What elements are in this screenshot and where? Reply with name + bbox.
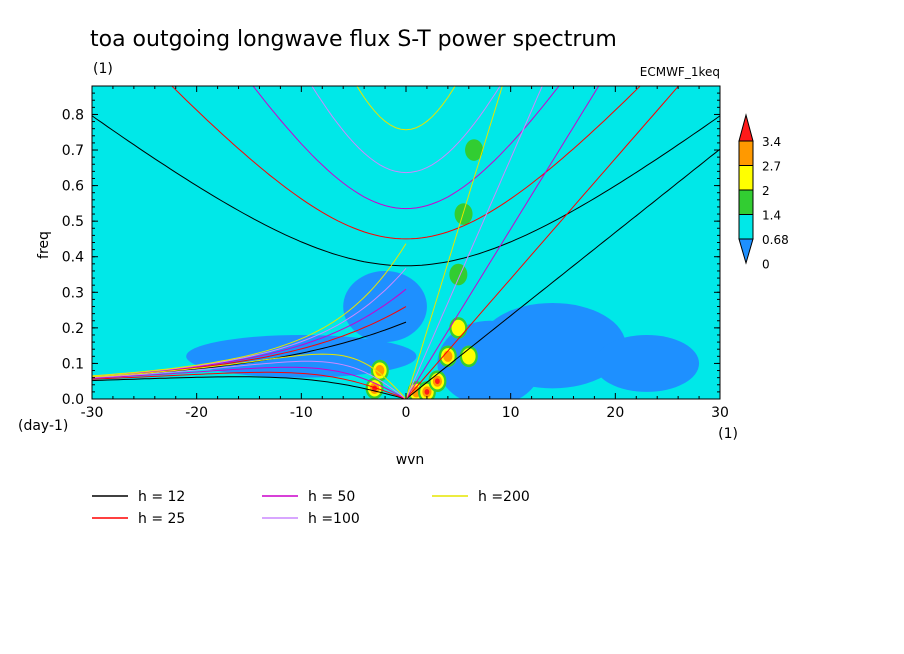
plot-area: [92, 86, 720, 399]
y-tick-label: 0.0: [62, 392, 84, 408]
kelvin-wave-curve: [405, 86, 600, 399]
low-power-regions: [186, 270, 700, 399]
legend: h = 12 h = 25 h = 50 h =100 h =200: [92, 489, 530, 527]
power-spot: [454, 203, 473, 225]
power-spot: [375, 365, 385, 377]
rossby-wave-curve: [92, 353, 407, 399]
colorbar-segment: [738, 165, 754, 191]
x-tick-label: 10: [502, 405, 520, 421]
colorbar: 3.4 2.7 2 1.4 0.68 0: [738, 113, 789, 272]
colorbar-label: 1.4: [762, 209, 781, 223]
gravity-wave-curve: [311, 86, 501, 174]
colorbar-top-arrow: [738, 113, 754, 142]
y-tick-label: 0.1: [62, 356, 84, 372]
kelvin-wave-curve: [405, 86, 543, 399]
x-tick-label: 20: [606, 405, 624, 421]
legend-label: h = 50: [308, 489, 355, 505]
y-tick-label: 0.6: [62, 179, 84, 195]
x-tick-label: -30: [81, 405, 104, 421]
power-spot: [462, 348, 476, 365]
kelvin-wave-curve: [405, 148, 720, 399]
power-spot: [443, 350, 453, 362]
legend-label: h = 25: [138, 511, 185, 527]
colorbar-bottom-arrow: [738, 238, 754, 265]
power-spot: [465, 139, 484, 161]
y-units-label: (day-1): [18, 418, 68, 434]
y-tick-label: 0.8: [62, 107, 84, 123]
gravity-wave-curve: [171, 86, 641, 240]
colorbar-label: 0.68: [762, 233, 789, 247]
gravity-wave-curve: [356, 86, 456, 131]
x-tick-label: -20: [185, 405, 208, 421]
colorbar-label: 0: [762, 258, 770, 272]
power-spot: [449, 263, 468, 286]
dataset-label: ECMWF_1keq: [640, 65, 720, 79]
kelvin-wave-curve: [405, 86, 503, 399]
low-power-region: [343, 270, 427, 343]
colorbar-label: 2.7: [762, 160, 781, 174]
kelvin-wave-curve: [405, 86, 680, 399]
low-power-region: [479, 302, 626, 389]
colorbar-label: 3.4: [762, 135, 781, 149]
units-label: (1): [93, 61, 113, 77]
colorbar-segment: [738, 140, 754, 166]
gravity-wave-curve: [92, 115, 720, 267]
x-units-label: (1): [718, 426, 738, 442]
low-power-region: [186, 334, 417, 378]
x-axis: -30 -20 -10 0 10 20 30: [81, 86, 729, 421]
y-tick-label: 0.4: [62, 250, 84, 266]
x-tick-label: 0: [402, 405, 411, 421]
rossby-wave-curve: [92, 376, 407, 399]
low-power-region: [594, 334, 700, 392]
colorbar-segment: [738, 214, 754, 240]
legend-label: h =200: [478, 489, 530, 505]
legend-label: h = 12: [138, 489, 185, 505]
mrg-wave-curve: [92, 243, 407, 377]
y-tick-label: 0.7: [62, 143, 84, 159]
rossby-wave-curve: [92, 360, 407, 399]
power-spot: [451, 319, 466, 337]
legend-label: h =100: [308, 511, 360, 527]
colorbar-segment: [738, 189, 754, 215]
x-tick-label: 30: [711, 405, 729, 421]
rossby-wave-curve: [92, 371, 407, 399]
rossby-wave-curve: [92, 366, 407, 399]
power-spot: [424, 389, 430, 395]
y-axis-label: freq: [36, 231, 52, 259]
x-tick-label: -10: [290, 405, 313, 421]
dispersion-curves: [92, 86, 720, 399]
y-axis: 0.0 0.1 0.2 0.3 0.4 0.5 0.6 0.7 0.8: [62, 92, 720, 408]
x-axis-label: wvn: [396, 452, 425, 468]
y-tick-label: 0.2: [62, 321, 84, 337]
y-tick-label: 0.5: [62, 214, 84, 230]
chart-title: toa outgoing longwave flux S-T power spe…: [90, 27, 617, 52]
power-spot: [435, 378, 440, 385]
gravity-wave-curve: [252, 86, 560, 210]
y-tick-label: 0.3: [62, 285, 84, 301]
colorbar-label: 2: [762, 184, 770, 198]
